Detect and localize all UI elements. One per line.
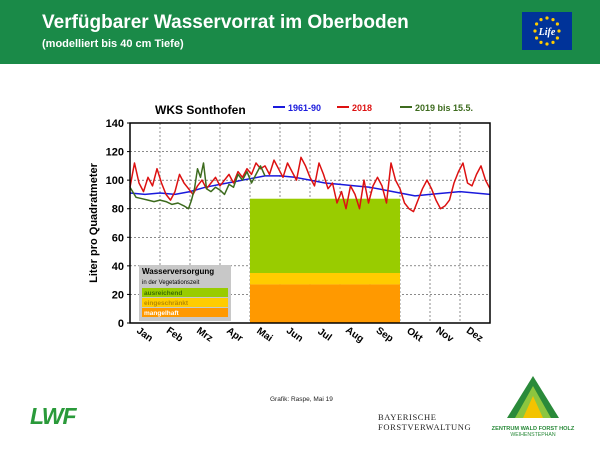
chart-title: WKS Sonthofen bbox=[155, 103, 246, 117]
legend-label-1: 2018 bbox=[352, 103, 372, 113]
legend-label-ausreichend: ausreichend bbox=[144, 290, 182, 297]
supply-bar-eingeschränkt bbox=[250, 273, 400, 285]
x-tick-label: Feb bbox=[164, 325, 185, 344]
supply-bar-ausreichend bbox=[250, 198, 400, 273]
y-tick-label: 100 bbox=[106, 175, 124, 187]
x-tick-label: Jul bbox=[315, 326, 333, 343]
chart-credit: Grafik: Raspe, Mai 19 bbox=[270, 396, 333, 403]
forest-triangle-icon bbox=[507, 376, 559, 418]
zentrum-wald-forst-holz-logo: ZENTRUM WALD FORST HOLZ WEIHENSTEPHAN bbox=[490, 374, 576, 438]
life-logo-text: Life bbox=[538, 27, 556, 38]
bayerische-forstverwaltung-logo: BAYERISCHE FORSTVERWALTUNG bbox=[378, 412, 472, 432]
y-tick-label: 0 bbox=[118, 318, 124, 330]
y-axis-label: Liter pro Quadratmeter bbox=[88, 162, 100, 283]
legend-label-mangelhaft: mangelhaft bbox=[144, 310, 180, 317]
x-tick-label: Jun bbox=[284, 325, 305, 344]
y-tick-label: 80 bbox=[112, 204, 124, 216]
x-tick-label: Nov bbox=[434, 325, 456, 345]
y-tick-label: 60 bbox=[112, 232, 124, 244]
eu-life-logo: Life bbox=[522, 12, 572, 50]
x-tick-label: Sep bbox=[374, 325, 395, 345]
supply-bar-mangelhaft bbox=[250, 284, 400, 323]
x-tick-label: Jan bbox=[134, 326, 154, 345]
legend-label-0: 1961-90 bbox=[288, 103, 321, 113]
x-tick-label: Dez bbox=[464, 325, 485, 344]
x-tick-label: Aug bbox=[343, 325, 365, 345]
x-tick-label: Mrz bbox=[194, 326, 214, 345]
y-tick-label: 140 bbox=[106, 118, 124, 130]
plot-frame bbox=[129, 122, 491, 324]
legend-label-eingeschraenkt: eingeschränkt bbox=[144, 300, 189, 307]
lwf-logo: LWF bbox=[30, 405, 78, 427]
water-legend-subtitle: in der Vegetationszeit bbox=[142, 280, 200, 286]
legend-swatch-mangelhaft bbox=[142, 308, 228, 317]
x-tick-label: Okt bbox=[404, 326, 425, 345]
page-subtitle: (modelliert bis 40 cm Tiefe) bbox=[42, 38, 184, 50]
series-line-2 bbox=[129, 162, 266, 210]
legend-label-2: 2019 bis 15.5. bbox=[415, 103, 473, 113]
y-axis: 0 20 40 60 80 100 120 140 bbox=[106, 118, 130, 330]
chart-legend: 1961-90 2018 2019 bis 15.5. bbox=[273, 103, 473, 113]
water-legend-title: Wasserversorgung bbox=[142, 267, 214, 276]
x-tick-label: Mai bbox=[254, 326, 274, 345]
series-lines bbox=[129, 156, 491, 213]
x-axis: Jan Feb Mrz Apr Mai Jun Jul Aug Sep Okt Nov Dez bbox=[134, 325, 485, 345]
y-tick-label: 20 bbox=[112, 289, 124, 301]
series-line-1 bbox=[129, 156, 491, 213]
legend-swatch-ausreichend bbox=[142, 288, 228, 297]
legend-swatch-eingeschraenkt bbox=[142, 298, 228, 307]
water-supply-bars bbox=[250, 198, 400, 323]
y-tick-label: 40 bbox=[112, 261, 124, 273]
eu-stars-icon bbox=[533, 16, 561, 46]
water-supply-legend: Wasserversorgung in der Vegetationszeit … bbox=[139, 265, 231, 321]
y-tick-label: 120 bbox=[106, 147, 124, 159]
header-banner: Verfügbarer Wasservorrat im Oberboden (m… bbox=[0, 0, 600, 64]
page-title: Verfügbarer Wasservorrat im Oberboden bbox=[42, 12, 409, 33]
x-tick-label: Apr bbox=[224, 326, 245, 345]
svg-text:LWF: LWF bbox=[30, 405, 77, 427]
water-chart: WKS Sonthofen 1961-90 2018 2019 bis 15.5. … bbox=[88, 103, 491, 345]
